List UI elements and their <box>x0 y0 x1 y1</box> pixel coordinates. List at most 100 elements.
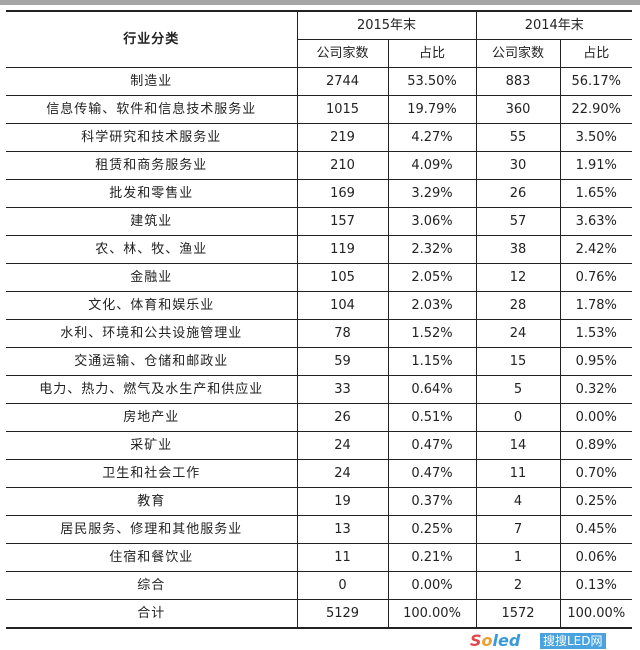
count-2014: 30 <box>475 151 561 180</box>
table-row: 农、林、牧、渔业 119 2.32% 38 2.42% <box>6 235 632 264</box>
share-2015: 3.06% <box>387 207 477 236</box>
count-2014: 4 <box>475 487 561 516</box>
industry-name: 综合 <box>6 571 298 600</box>
table-row: 制造业 2744 53.50% 883 56.17% <box>6 67 632 96</box>
watermark-badge: 搜搜LED网 <box>540 633 606 649</box>
share-2015: 0.25% <box>387 515 477 544</box>
header-2015: 2015年末 <box>296 10 477 40</box>
count-2015: 13 <box>296 515 389 544</box>
count-2014: 1 <box>475 543 561 572</box>
share-2014: 1.91% <box>559 151 632 180</box>
table-row: 采矿业 24 0.47% 14 0.89% <box>6 431 632 460</box>
share-2014: 0.06% <box>559 543 632 572</box>
table-row: 居民服务、修理和其他服务业 13 0.25% 7 0.45% <box>6 515 632 544</box>
count-2014: 38 <box>475 235 561 264</box>
share-2015: 1.15% <box>387 347 477 376</box>
table-row: 电力、热力、燃气及水生产和供应业 33 0.64% 5 0.32% <box>6 375 632 404</box>
share-2014: 1.78% <box>559 291 632 320</box>
share-2014: 0.70% <box>559 459 632 488</box>
industry-name: 信息传输、软件和信息技术服务业 <box>6 95 298 124</box>
count-2015: 0 <box>296 571 389 600</box>
table-row: 综合 0 0.00% 2 0.13% <box>6 571 632 600</box>
table-row: 金融业 105 2.05% 12 0.76% <box>6 263 632 292</box>
share-2014: 56.17% <box>559 67 632 96</box>
count-2015: 78 <box>296 319 389 348</box>
share-2015: 0.47% <box>387 431 477 460</box>
share-2015: 4.27% <box>387 123 477 152</box>
industry-name: 房地产业 <box>6 403 298 432</box>
industry-name: 农、林、牧、渔业 <box>6 235 298 264</box>
industry-name: 科学研究和技术服务业 <box>6 123 298 152</box>
table-row: 科学研究和技术服务业 219 4.27% 55 3.50% <box>6 123 632 152</box>
count-2015: 169 <box>296 179 389 208</box>
table-row: 住宿和餐饮业 11 0.21% 1 0.06% <box>6 543 632 572</box>
share-2014: 1.65% <box>559 179 632 208</box>
count-2015: 19 <box>296 487 389 516</box>
count-2014: 24 <box>475 319 561 348</box>
share-2014: 100.00% <box>559 599 632 629</box>
share-2014: 0.45% <box>559 515 632 544</box>
industry-name: 水利、环境和公共设施管理业 <box>6 319 298 348</box>
table-row: 租赁和商务服务业 210 4.09% 30 1.91% <box>6 151 632 180</box>
count-2014: 14 <box>475 431 561 460</box>
share-2015: 0.21% <box>387 543 477 572</box>
count-2015: 59 <box>296 347 389 376</box>
share-2015: 2.03% <box>387 291 477 320</box>
industry-name: 住宿和餐饮业 <box>6 543 298 572</box>
count-2014: 26 <box>475 179 561 208</box>
industry-name: 电力、热力、燃气及水生产和供应业 <box>6 375 298 404</box>
industry-name: 租赁和商务服务业 <box>6 151 298 180</box>
share-2015: 4.09% <box>387 151 477 180</box>
count-2014: 28 <box>475 291 561 320</box>
share-2015: 0.51% <box>387 403 477 432</box>
count-2015: 1015 <box>296 95 389 124</box>
share-2014: 0.00% <box>559 403 632 432</box>
count-2014: 11 <box>475 459 561 488</box>
table-row: 文化、体育和娱乐业 104 2.03% 28 1.78% <box>6 291 632 320</box>
header-share-2014: 占比 <box>559 39 632 68</box>
count-2014: 15 <box>475 347 561 376</box>
count-2014: 0 <box>475 403 561 432</box>
industry-name: 卫生和社会工作 <box>6 459 298 488</box>
count-2014: 2 <box>475 571 561 600</box>
share-2015: 19.79% <box>387 95 477 124</box>
table-row: 信息传输、软件和信息技术服务业 1015 19.79% 360 22.90% <box>6 95 632 124</box>
table-row: 合计 5129 100.00% 1572 100.00% <box>6 599 632 629</box>
industry-name: 居民服务、修理和其他服务业 <box>6 515 298 544</box>
header-category: 行业分类 <box>6 10 298 68</box>
share-2015: 2.05% <box>387 263 477 292</box>
table-row: 水利、环境和公共设施管理业 78 1.52% 24 1.53% <box>6 319 632 348</box>
top-bar <box>0 0 640 5</box>
share-2015: 0.37% <box>387 487 477 516</box>
count-2015: 26 <box>296 403 389 432</box>
table-row: 批发和零售业 169 3.29% 26 1.65% <box>6 179 632 208</box>
table-row: 教育 19 0.37% 4 0.25% <box>6 487 632 516</box>
industry-table: 行业分类 2015年末 2014年末 公司家数 占比 公司家数 占比 制造业 27… <box>6 10 632 629</box>
table-row: 建筑业 157 3.06% 57 3.63% <box>6 207 632 236</box>
share-2014: 3.63% <box>559 207 632 236</box>
share-2015: 100.00% <box>387 599 477 629</box>
count-2014: 883 <box>475 67 561 96</box>
table-row: 房地产业 26 0.51% 0 0.00% <box>6 403 632 432</box>
share-2014: 2.42% <box>559 235 632 264</box>
watermark-logo: Soled <box>470 631 521 650</box>
count-2015: 219 <box>296 123 389 152</box>
share-2015: 0.64% <box>387 375 477 404</box>
share-2014: 1.53% <box>559 319 632 348</box>
count-2015: 104 <box>296 291 389 320</box>
header-share-2015: 占比 <box>387 39 477 68</box>
count-2014: 360 <box>475 95 561 124</box>
count-2014: 57 <box>475 207 561 236</box>
count-2014: 55 <box>475 123 561 152</box>
share-2015: 53.50% <box>387 67 477 96</box>
count-2014: 5 <box>475 375 561 404</box>
share-2015: 0.47% <box>387 459 477 488</box>
table-row: 卫生和社会工作 24 0.47% 11 0.70% <box>6 459 632 488</box>
header-count-2014: 公司家数 <box>475 39 561 68</box>
share-2014: 0.25% <box>559 487 632 516</box>
industry-name: 采矿业 <box>6 431 298 460</box>
share-2014: 22.90% <box>559 95 632 124</box>
count-2014: 1572 <box>475 599 561 629</box>
share-2014: 0.89% <box>559 431 632 460</box>
industry-name: 文化、体育和娱乐业 <box>6 291 298 320</box>
